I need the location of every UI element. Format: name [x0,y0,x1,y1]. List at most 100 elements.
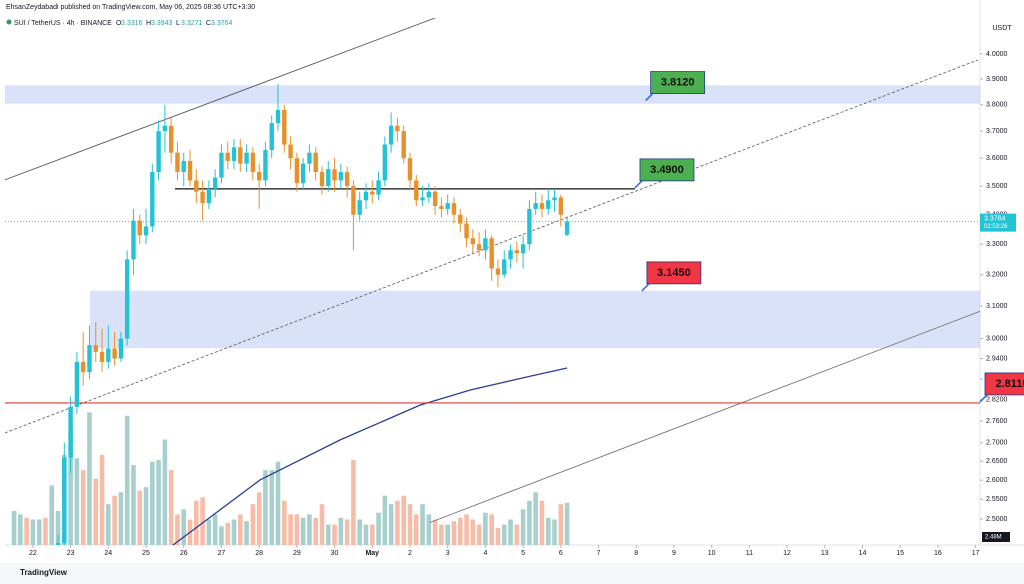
volume-bar [520,509,526,545]
ohlc-value: 3.3764 [211,20,233,27]
volume-bar [413,514,419,545]
volume-bar [11,511,17,545]
candle-body [143,226,149,236]
x-tick-label: 24 [104,550,112,557]
x-tick-label: 23 [67,550,75,557]
volume-bar [175,514,180,545]
y-tick-label: 2.5000 [986,516,1008,523]
y-tick-label: 3.8000 [986,102,1008,109]
x-tick-label: 10 [708,550,716,557]
candle-body [238,147,243,164]
x-tick-label: 9 [672,550,676,557]
label-box [984,372,1024,396]
volume-badge-label: 2.48M [985,535,1002,541]
label-text: 3.8120 [661,76,695,88]
y-tick-label: 2.6000 [986,477,1008,484]
x-tick-label: 5 [521,550,525,557]
candle-body [181,160,186,173]
volume-bar [325,524,331,545]
label-box [650,71,706,94]
volume-bar [351,460,356,545]
volume-bar [281,500,287,545]
ohlc-letter: L [176,20,180,27]
zone [90,290,980,349]
label-text: 2.8110 [995,378,1024,390]
volume-bar [137,490,143,545]
volume-bar [294,514,300,545]
candle-body [319,172,325,187]
footer-bar [0,563,1024,584]
volume-bar [533,492,538,545]
price-badge-value: 3.3764 [984,215,1006,222]
volume-bar [143,487,149,545]
candle-body [131,220,136,260]
volume-bar [30,519,36,545]
candle-body [376,180,381,195]
candle-body [288,144,293,159]
x-tick-label: 12 [783,550,791,557]
volume-bar [313,517,319,545]
x-tick-label: 6 [559,550,563,557]
candle-body [106,348,111,362]
y-tick-label: 2.7600 [986,418,1008,425]
candle-body [256,172,262,181]
candle-body [357,200,362,215]
x-tick-label: 14 [859,550,867,557]
candle-body [62,457,67,543]
volume-bar [501,524,507,545]
candle-body [168,125,174,153]
volume-bar [300,517,306,545]
candle-body [300,163,306,184]
volume-bar [200,497,205,545]
candle-body [564,221,570,235]
candle-body [539,203,545,209]
volume-bar [344,519,350,545]
candle-body [194,180,199,192]
candle-body [382,144,388,181]
volume-bar [212,514,218,545]
volume-bar [332,524,337,545]
volume-bar [457,517,463,545]
volume-bar [99,454,105,545]
price-badge [980,213,1016,232]
ohlc-value: 3.3316 [121,20,143,27]
ohlc-letter: O [116,20,122,27]
candle-body [99,351,105,362]
candle-body [533,203,538,209]
volume-bar [162,439,168,545]
candle-body [338,172,344,181]
candle-body [275,109,281,124]
candle-body [87,345,92,373]
candle-body [225,152,230,161]
y-tick-label: 3.6000 [986,155,1008,162]
x-tick-label: 25 [142,550,150,557]
trend-line [429,310,980,523]
volume-bar [552,519,557,545]
candle-body [344,172,350,187]
y-tick-label: 3.1000 [986,303,1008,310]
x-tick-label: 26 [180,550,188,557]
label-box [646,261,702,285]
y-tick-label: 3.3000 [986,241,1008,248]
countdown: 02:53:26 [984,224,1008,230]
y-tick-label: 2.7000 [986,440,1008,447]
candle-body [307,152,312,164]
candle-body [495,268,501,275]
volume-bar [225,522,231,545]
candle-body [212,177,218,189]
candle-body [414,180,419,201]
volume-bar [514,524,520,545]
ohlc-letter: C [206,20,211,27]
volume-bar [357,519,363,545]
volume-bar [263,470,268,545]
y-tick-label: 2.8200 [986,397,1008,404]
volume-bar [545,517,551,545]
x-tick-label: 17 [972,550,980,557]
candle-body [552,197,557,201]
volume-bar [87,412,92,545]
x-tick-label: 11 [746,550,753,557]
symbol: SUI / TetherUS · 4h · BINANCE [14,20,112,27]
candle-body [407,158,413,181]
footer-logo: TradingView [20,568,68,577]
volume-bar [168,470,174,545]
